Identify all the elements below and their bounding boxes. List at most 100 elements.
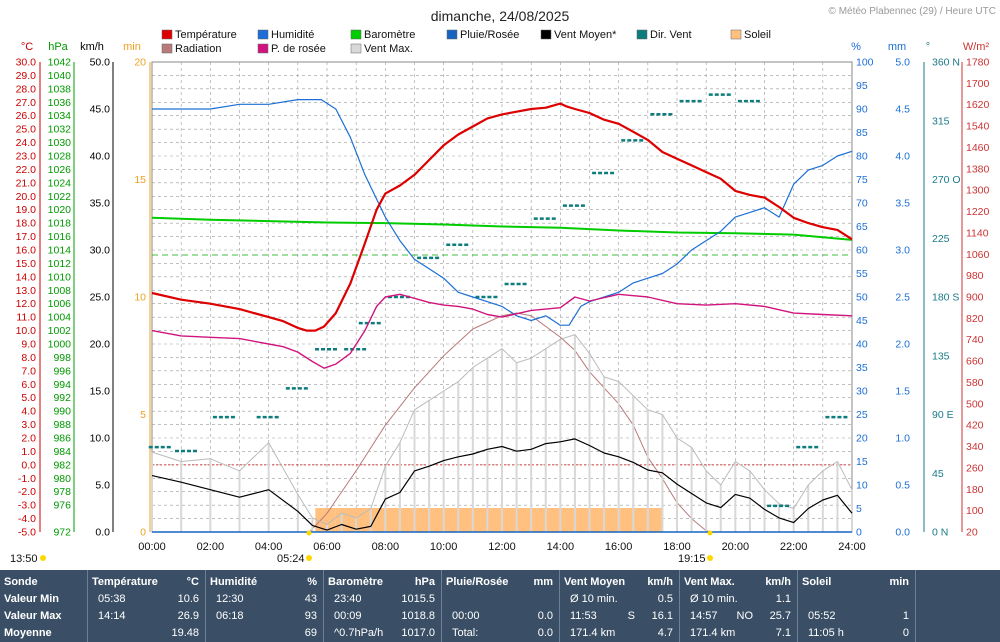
temp-tick-label: 3.0 bbox=[21, 419, 36, 431]
sunrise-sun-icon bbox=[306, 555, 312, 561]
temp-tick-label: 27.0 bbox=[16, 97, 37, 109]
wind-tick-label: 10.0 bbox=[90, 433, 111, 445]
stats-cell: 4.7 bbox=[657, 627, 673, 639]
press-tick-label: 972 bbox=[53, 527, 71, 539]
x-tick-label: 20:00 bbox=[722, 541, 750, 553]
hum-tick-label: 80 bbox=[856, 151, 868, 163]
radmin-tick-label: 20 bbox=[134, 57, 146, 69]
humidity-line bbox=[152, 99, 853, 326]
stats-cell: 11:53 bbox=[570, 610, 597, 622]
legend-swatch bbox=[730, 29, 742, 40]
radmin-tick-label: 15 bbox=[134, 174, 146, 186]
temp-tick-label: 12.0 bbox=[16, 298, 37, 310]
stats-header-unit: % bbox=[307, 576, 317, 588]
temp-tick-label: 8.0 bbox=[21, 352, 36, 364]
legend-label: Radiation bbox=[175, 43, 221, 55]
statistics-panel: Sonde Valeur Min Valeur Max Moyenne Températ… bbox=[0, 570, 1000, 642]
rad-tick-label: 1300 bbox=[966, 185, 990, 197]
stats-row: Moyenne bbox=[4, 625, 81, 641]
rad-tick-label: 340 bbox=[966, 441, 984, 453]
temp-tick-label: 5.0 bbox=[21, 392, 36, 404]
stats-row: 06:18 93 bbox=[210, 608, 317, 624]
press-tick-label: 990 bbox=[53, 406, 71, 418]
weather-chart: dimanche, 24/08/2025 © Météo Plabennec (… bbox=[10, 6, 996, 565]
stats-cell: Ø 10 min. bbox=[690, 593, 738, 605]
press-tick-label: 996 bbox=[53, 365, 71, 377]
rain-tick-label: 5.0 bbox=[895, 57, 910, 69]
axis-unit-hum: % bbox=[851, 41, 861, 53]
legend-label: Baromètre bbox=[364, 29, 415, 41]
press-tick-label: 986 bbox=[53, 433, 71, 445]
stats-row: 11:05 h 0 bbox=[802, 625, 909, 641]
temp-tick-label: -4.0 bbox=[18, 513, 36, 525]
hum-tick-label: 55 bbox=[856, 268, 868, 280]
stats-cell: 1015.5 bbox=[401, 593, 435, 605]
rain-tick-label: 2.5 bbox=[895, 292, 910, 304]
x-tick-label: 18:00 bbox=[663, 541, 691, 553]
press-tick-label: 1012 bbox=[48, 258, 72, 270]
stats-cell: Moyenne bbox=[4, 627, 52, 639]
temp-tick-label: 11.0 bbox=[16, 312, 36, 324]
stats-cell: 00:09 bbox=[334, 610, 362, 622]
temp-tick-label: 18.0 bbox=[16, 218, 37, 230]
wind-tick-label: 30.0 bbox=[90, 245, 111, 257]
hum-tick-label: 5 bbox=[856, 503, 862, 515]
stats-cell: 1017.0 bbox=[401, 627, 435, 639]
stats-col-6: Vent Max. km/h Ø 10 min. 1.1 14:57 NO 25.7 171.… bbox=[680, 570, 798, 642]
stats-col-5: Vent Moyen km/h Ø 10 min. 0.5 11:53 S 16.1 171.… bbox=[560, 570, 680, 642]
legend-swatch bbox=[636, 29, 648, 40]
press-tick-label: 1010 bbox=[48, 271, 72, 283]
wind-tick-label: 45.0 bbox=[90, 104, 111, 116]
stats-cell: Ø 10 min. bbox=[570, 593, 618, 605]
axis-unit-temp: °C bbox=[21, 41, 33, 53]
sunrise-label: 05:24 bbox=[277, 553, 305, 565]
plot-area bbox=[148, 93, 853, 533]
stats-row: Ø 10 min. 1.1 bbox=[684, 591, 791, 607]
sun-bar bbox=[618, 508, 634, 532]
press-tick-label: 1030 bbox=[48, 137, 72, 149]
sun-markers: 13:50 05:24 19:15 bbox=[10, 530, 713, 565]
stats-row: 00:09 1018.8 bbox=[328, 608, 435, 624]
stats-cell: 05:38 bbox=[98, 593, 126, 605]
hum-tick-label: 100 bbox=[856, 57, 874, 69]
sunset-axis-dot bbox=[707, 530, 713, 536]
right-axes: 1009590858075706560555045403530252015105… bbox=[851, 57, 990, 539]
rad-tick-label: 20 bbox=[966, 527, 978, 539]
wind-tick-label: 40.0 bbox=[90, 151, 111, 163]
rain-tick-label: 2.0 bbox=[895, 339, 910, 351]
legend-label: Vent Max. bbox=[364, 43, 413, 55]
left-axes: 30.029.028.027.026.025.024.023.022.021.0… bbox=[16, 57, 151, 539]
stats-row bbox=[446, 591, 553, 607]
stats-header-unit: mm bbox=[533, 576, 553, 588]
temp-tick-label: 28.0 bbox=[16, 83, 37, 95]
hum-tick-label: 95 bbox=[856, 80, 868, 92]
sun-bar bbox=[315, 508, 336, 532]
stats-header-unit: km/h bbox=[765, 576, 791, 588]
x-tick-label: 16:00 bbox=[605, 541, 633, 553]
temp-tick-label: 10.0 bbox=[16, 325, 37, 337]
hum-tick-label: 35 bbox=[856, 362, 868, 374]
press-tick-label: 1042 bbox=[48, 57, 72, 69]
credit-text: © Météo Plabennec (29) / Heure UTC bbox=[829, 6, 996, 17]
press-tick-label: 1022 bbox=[48, 191, 72, 203]
rain-tick-label: 1.0 bbox=[895, 433, 910, 445]
pressure-line bbox=[151, 216, 853, 241]
stats-row: Ø 10 min. 0.5 bbox=[564, 591, 673, 607]
legend-label: Humidité bbox=[271, 29, 314, 41]
stats-cell: NO bbox=[736, 610, 754, 622]
press-tick-label: 1020 bbox=[48, 204, 72, 216]
axis-unit-rain: mm bbox=[888, 41, 906, 53]
hum-tick-label: 60 bbox=[856, 245, 868, 257]
temp-tick-label: 26.0 bbox=[16, 110, 37, 122]
hum-tick-label: 30 bbox=[856, 386, 868, 398]
hum-tick-label: 40 bbox=[856, 339, 868, 351]
stats-header: Humidité% bbox=[210, 574, 317, 590]
stats-cell: 69 bbox=[304, 627, 317, 639]
press-tick-label: 1038 bbox=[48, 83, 72, 95]
temp-tick-label: -3.0 bbox=[18, 500, 36, 512]
press-tick-label: 1000 bbox=[48, 339, 72, 351]
stats-row: 11:53 S 16.1 bbox=[564, 608, 673, 624]
temp-tick-label: 23.0 bbox=[16, 151, 37, 163]
stats-col-2: Humidité% 12:30 43 06:18 93 69 bbox=[206, 570, 324, 642]
sun-bar bbox=[589, 508, 605, 532]
